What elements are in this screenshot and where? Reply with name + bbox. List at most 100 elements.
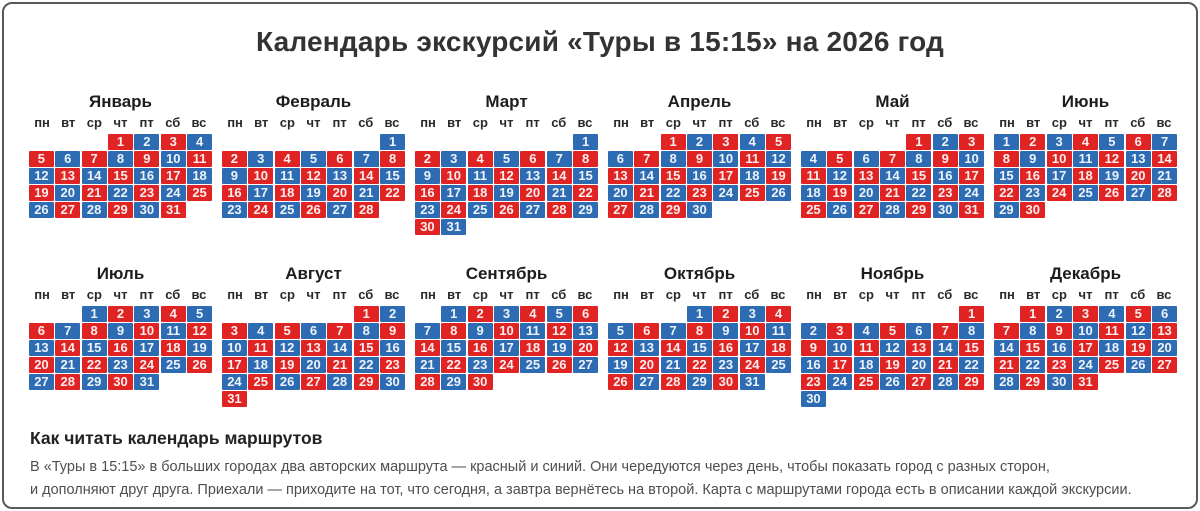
day-cell: 7	[415, 323, 440, 339]
weekday-label: ср	[279, 287, 295, 302]
day-cell: 16	[713, 340, 739, 356]
weekday-label: пт	[718, 115, 733, 130]
day-cell: 4	[160, 306, 186, 322]
day-cell: 28	[994, 374, 1019, 390]
day-cell: 1	[994, 134, 1019, 150]
day-cell: 1	[573, 134, 598, 150]
weekday-label: сб	[358, 115, 374, 130]
day-cell: 9	[108, 323, 133, 339]
day-cell: 16	[108, 340, 133, 356]
day-cell: 12	[274, 340, 300, 356]
day-cell: 22	[573, 185, 598, 201]
weekday-label: вт	[640, 287, 655, 302]
day-cell: 19	[827, 185, 853, 201]
day-cell: 8	[660, 151, 686, 167]
day-cell: 25	[1073, 185, 1098, 201]
empty-cell	[933, 306, 958, 322]
days-grid: 1 2 3 4 5 6 7 8 9 10 11 12 13 14 15 16 17 18 19 20 21 22 23 24 2…	[994, 306, 1177, 390]
day-cell: 22	[687, 357, 712, 373]
day-cell: 11	[248, 340, 274, 356]
day-cell: 13	[906, 340, 932, 356]
day-cell: 12	[827, 168, 853, 184]
day-cell: 22	[1020, 357, 1046, 373]
day-cell: 29	[660, 202, 686, 218]
weekday-label: пт	[525, 115, 540, 130]
day-cell: 29	[108, 202, 133, 218]
empty-cell	[29, 306, 54, 322]
day-cell: 17	[441, 185, 467, 201]
days-grid: 1 2 3 4 5 6 7 8 9 10 11 12 13 14 15 16 17 18 19 20 21 22 23 24 2…	[415, 134, 598, 235]
day-cell: 19	[766, 168, 791, 184]
day-cell: 28	[353, 202, 379, 218]
weekday-label: пн	[34, 115, 50, 130]
day-cell: 30	[1046, 374, 1072, 390]
day-cell: 17	[134, 340, 160, 356]
empty-cell	[301, 134, 326, 150]
weekday-label: ср	[1051, 287, 1067, 302]
empty-cell	[222, 134, 247, 150]
empty-cell	[248, 306, 273, 322]
day-cell: 11	[187, 151, 212, 167]
day-cell: 15	[959, 340, 984, 356]
month-6: Июнь пн вт ср чт пт сб вс 1 2 3 4 5 6 7 8 9 10 11 12 13 14 15 1…	[994, 92, 1177, 235]
weekday-label: чт	[113, 115, 128, 130]
day-cell: 9	[801, 340, 826, 356]
day-cell: 8	[441, 323, 467, 339]
day-cell: 20	[327, 185, 353, 201]
day-cell: 23	[1020, 185, 1046, 201]
day-cell: 19	[494, 185, 519, 201]
day-cell: 17	[494, 340, 519, 356]
empty-cell	[327, 134, 352, 150]
day-cell: 6	[906, 323, 932, 339]
day-cell: 13	[573, 323, 598, 339]
day-cell: 4	[739, 134, 765, 150]
empty-cell	[494, 134, 519, 150]
day-cell: 22	[81, 357, 107, 373]
day-cell: 24	[1073, 357, 1098, 373]
day-cell: 5	[187, 306, 212, 322]
empty-cell	[275, 306, 300, 322]
day-cell: 14	[1152, 151, 1177, 167]
day-cell: 25	[1099, 357, 1125, 373]
day-cell: 7	[327, 323, 353, 339]
day-cell: 14	[994, 340, 1019, 356]
weekday-label: пт	[139, 115, 154, 130]
day-cell: 16	[932, 168, 958, 184]
day-cell: 10	[134, 323, 160, 339]
days-grid: 1 2 3 4 5 6 7 8 9 10 11 12 13 14 15 16 17 18 19 20 21 22 23 24 2…	[608, 306, 791, 390]
day-cell: 8	[906, 151, 932, 167]
day-cell: 6	[1125, 134, 1151, 150]
day-cell: 23	[108, 357, 133, 373]
day-cell: 20	[853, 185, 879, 201]
empty-cell	[441, 134, 466, 150]
day-cell: 6	[1152, 306, 1177, 322]
weekday-label: сб	[358, 287, 374, 302]
day-cell: 10	[160, 151, 186, 167]
empty-cell	[354, 134, 379, 150]
day-cell: 20	[608, 185, 633, 201]
day-cell: 26	[766, 185, 791, 201]
day-cell: 2	[1020, 134, 1046, 150]
day-cell: 20	[573, 340, 598, 356]
day-cell: 9	[134, 151, 160, 167]
weekday-label: чт	[306, 287, 321, 302]
day-cell: 3	[222, 323, 247, 339]
day-cell: 29	[573, 202, 598, 218]
day-cell: 25	[801, 202, 826, 218]
day-cell: 1	[108, 134, 133, 150]
day-cell: 27	[608, 202, 633, 218]
day-cell: 17	[248, 185, 274, 201]
day-cell: 10	[739, 323, 765, 339]
month-title: Декабрь	[1049, 264, 1122, 283]
month-title: Май	[875, 92, 910, 111]
day-cell: 23	[222, 202, 247, 218]
day-cell: 11	[853, 340, 879, 356]
day-cell: 31	[1073, 374, 1098, 390]
weekday-label: пн	[420, 287, 436, 302]
weekday-label: вт	[447, 287, 462, 302]
weekday-label: пн	[999, 115, 1015, 130]
days-grid: 1 2 3 4 5 6 7 8 9 10 11 12 13 14 15 16 17 18 19 20 21 22 23 24 2…	[994, 134, 1177, 218]
day-cell: 7	[634, 151, 660, 167]
day-cell: 29	[906, 202, 932, 218]
day-cell: 26	[1099, 185, 1125, 201]
